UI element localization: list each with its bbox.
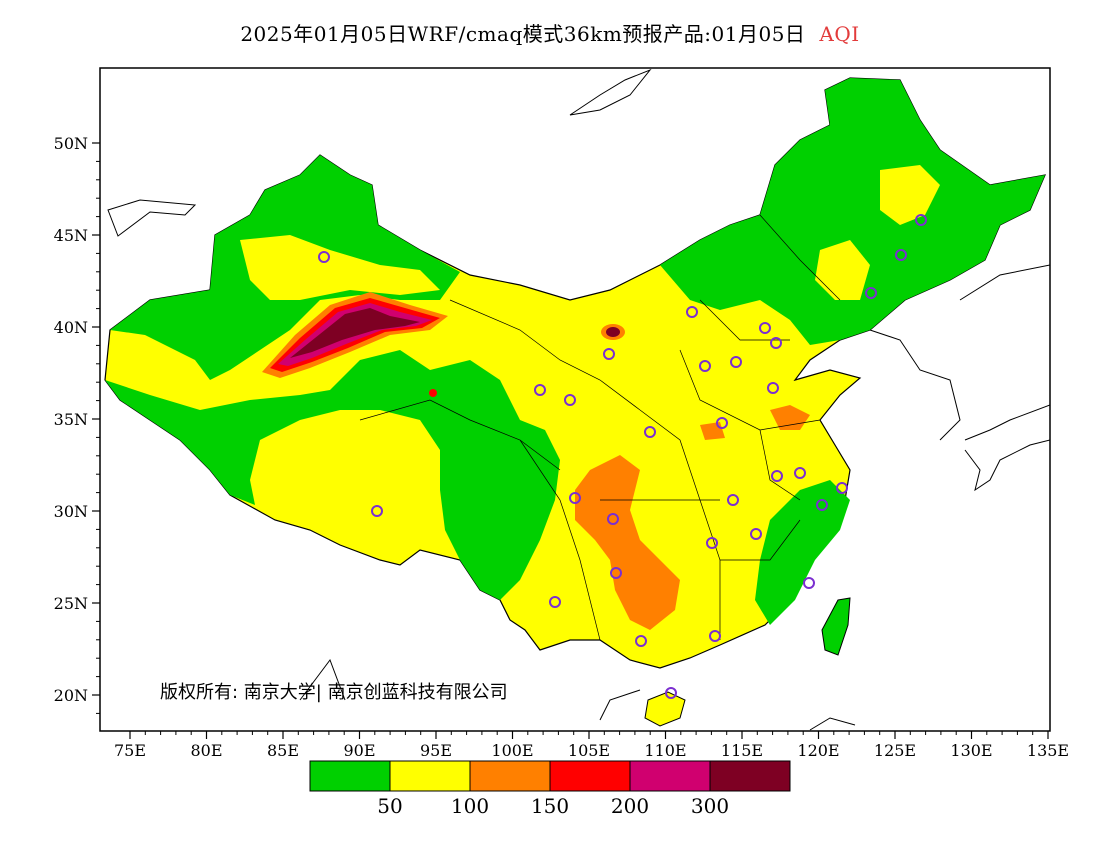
- hainan: [644, 691, 686, 727]
- colorbar-swatch: [389, 760, 471, 792]
- x-tick-label: 130E: [950, 741, 992, 760]
- title-text: 2025年01月05日WRF/cmaq模式36km预报产品:01月05日: [240, 22, 806, 46]
- x-tick-label: 105E: [568, 741, 610, 760]
- station-marker: [771, 470, 783, 482]
- station-marker: [665, 687, 677, 699]
- map-plot-area: 版权所有: 南京大学| 南京创蓝科技有限公司: [104, 68, 1050, 731]
- yellow-pocket-tianshan: [240, 235, 440, 300]
- yellow-pocket-northeast: [880, 165, 940, 225]
- x-tick-label: 85E: [267, 741, 299, 760]
- hotspot-ningxia-core: [606, 327, 620, 337]
- y-tick-label: 25N: [54, 594, 88, 613]
- x-tick-label: 75E: [114, 741, 146, 760]
- station-marker: [816, 499, 828, 511]
- y-tick-label: 45N: [54, 226, 88, 245]
- colorbar-legend: 50 100 150 200 300: [309, 760, 791, 818]
- station-marker: [803, 577, 815, 589]
- station-marker: [610, 567, 622, 579]
- station-marker: [716, 417, 728, 429]
- coastlines: [107, 68, 1050, 731]
- y-tick-label: 40N: [54, 318, 88, 337]
- station-marker: [686, 306, 698, 318]
- station-marker: [730, 356, 742, 368]
- region-moderate-shandong: [770, 405, 810, 430]
- station-marker: [644, 426, 656, 438]
- x-tick-label: 95E: [420, 741, 452, 760]
- copyright-text: 版权所有: 南京大学| 南京创蓝科技有限公司: [160, 682, 508, 703]
- station-marker: [759, 322, 771, 334]
- y-tick-label: 30N: [54, 502, 88, 521]
- map-title: 2025年01月05日WRF/cmaq模式36km预报产品:01月05日 AQI: [0, 18, 1100, 47]
- x-tick-label: 125E: [874, 741, 916, 760]
- station-marker: [534, 384, 546, 396]
- station-marker: [603, 348, 615, 360]
- y-axis: 50N 45N 40N 35N 30N 25N 20N: [54, 134, 100, 714]
- x-axis: 75E 80E 85E 90E 95E 100E 105E 110E 115E 120E 125E 1…: [114, 731, 1069, 760]
- hotspot-qinghai: [429, 389, 437, 397]
- station-marker: [318, 251, 330, 263]
- x-tick-label: 135E: [1027, 741, 1069, 760]
- x-tick-label: 120E: [797, 741, 839, 760]
- station-marker: [865, 287, 877, 299]
- region-good-west: [105, 350, 560, 600]
- colorbar-label: 50: [377, 794, 402, 818]
- station-marker: [915, 214, 927, 226]
- y-tick-label: 35N: [54, 410, 88, 429]
- y-tick-label: 20N: [54, 686, 88, 705]
- station-marker: [770, 337, 782, 349]
- plot-frame: [99, 67, 1051, 732]
- station-marker: [371, 505, 383, 517]
- station-marker: [549, 596, 561, 608]
- x-tick-label: 115E: [721, 741, 763, 760]
- station-marker: [699, 360, 711, 372]
- y-tick-label: 50N: [54, 134, 88, 153]
- colorbar-swatch: [629, 760, 711, 792]
- colorbar-label: 300: [691, 794, 729, 818]
- station-marker: [564, 394, 576, 406]
- title-variable: AQI: [819, 22, 860, 46]
- x-tick-label: 110E: [644, 741, 686, 760]
- station-marker: [569, 492, 581, 504]
- x-tick-label: 90E: [343, 741, 375, 760]
- x-tick-label: 100E: [491, 741, 533, 760]
- colorbar-swatch: [469, 760, 551, 792]
- station-marker: [727, 494, 739, 506]
- colorbar-swatch: [309, 760, 391, 792]
- station-marker: [895, 249, 907, 261]
- province-borders: [359, 214, 841, 641]
- region-moderate-sichuan: [575, 455, 680, 630]
- station-marker: [706, 537, 718, 549]
- colorbar-label: 200: [611, 794, 649, 818]
- colorbar-swatch: [549, 760, 631, 792]
- region-good-northeast: [660, 78, 1045, 345]
- x-tick-label: 80E: [190, 741, 222, 760]
- region-good-southeast: [755, 480, 850, 625]
- colorbar-label: 100: [451, 794, 489, 818]
- station-marker: [750, 528, 762, 540]
- station-marker: [607, 513, 619, 525]
- stations: [318, 214, 927, 699]
- taiwan: [821, 597, 851, 656]
- station-marker: [709, 630, 721, 642]
- colorbar-label: 150: [531, 794, 569, 818]
- station-marker: [794, 467, 806, 479]
- region-hazardous-taklimakan: [290, 308, 420, 358]
- colorbar-swatch: [709, 760, 791, 792]
- station-marker: [767, 382, 779, 394]
- station-marker: [836, 482, 848, 494]
- station-marker: [635, 635, 647, 647]
- yellow-pocket-liaoning: [815, 240, 870, 300]
